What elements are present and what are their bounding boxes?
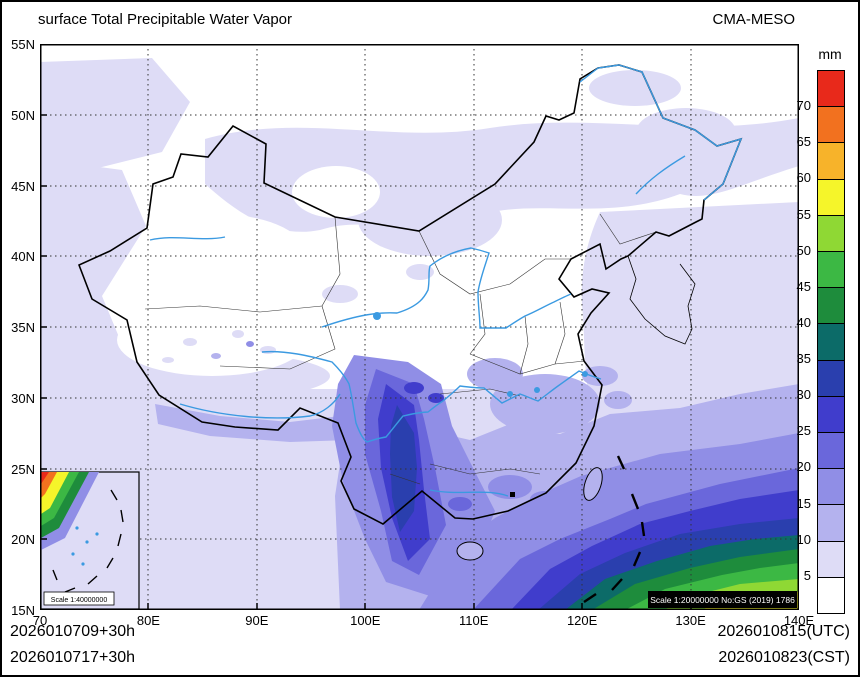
lon-tick-label: 130E <box>675 613 706 628</box>
lat-tick-label: 35N <box>11 320 35 335</box>
pwv-fill-layers <box>30 58 799 610</box>
korea-coastline <box>627 255 696 345</box>
lat-tick-label: 55N <box>11 37 35 52</box>
lat-tick-label: 20N <box>11 532 35 548</box>
colorbar-segment <box>818 70 844 107</box>
province-borders <box>144 213 657 485</box>
grid-lines <box>40 44 799 610</box>
footer-valid-utc: 2026010815(UTC) <box>717 623 850 640</box>
lon-tick-label: 90E <box>245 613 269 628</box>
lon-tick-label: 70 <box>32 613 48 628</box>
colorbar-tick-label: 50 <box>796 242 811 258</box>
colorbar-segment <box>818 106 844 143</box>
footer-valid-cst: 2026010823(CST) <box>718 649 850 666</box>
taiwan-island <box>583 467 603 501</box>
colorbar-segment <box>818 395 844 432</box>
colorbar-segments <box>817 70 845 614</box>
footer-init-cst: 2026010717+30h <box>10 649 136 666</box>
hainan-island <box>456 541 484 561</box>
colorbar-segment <box>818 142 844 179</box>
lon-tick-label: 140E <box>783 613 815 628</box>
lon-tick-label: 80E <box>136 613 160 628</box>
colorbar-tick-label: 65 <box>796 134 811 150</box>
colorbar-segment <box>818 431 844 469</box>
lat-tick-label: 25N <box>11 461 35 477</box>
map-canvas: Scale 1:40000000 Scale 1:20000000 No:GS … <box>30 44 799 610</box>
colorbar-tick-label: 5 <box>803 567 811 583</box>
colorbar-tick-label: 30 <box>796 387 811 403</box>
colorbar-segment <box>818 504 844 541</box>
city-marker <box>510 492 515 497</box>
china-border <box>77 64 743 525</box>
lon-tick-label: 100E <box>350 613 381 628</box>
colorbar-tick-label: 60 <box>796 170 811 186</box>
lat-tick-label: 45N <box>11 178 35 194</box>
colorbar-segment <box>818 359 844 396</box>
map-scale-box: Scale 1:20000000 No:GS (2019) 1786 <box>648 591 797 608</box>
colorbar-tick-label: 15 <box>796 495 811 511</box>
colorbar-tick-label: 20 <box>796 459 811 475</box>
footer-init-utc: 2026010709+30h <box>10 623 136 640</box>
colorbar-segment <box>818 178 844 215</box>
inset-map: Scale 1:40000000 <box>40 471 140 610</box>
colorbar-segment <box>818 576 844 613</box>
rivers <box>149 64 743 497</box>
lat-tick-label: 50N <box>11 107 35 123</box>
colorbar-segment <box>818 250 844 288</box>
colorbar-tick-label: 40 <box>796 314 811 330</box>
lat-axis: 55N 50N 45N 40N 35N 30N 25N 20N 15N <box>2 37 38 618</box>
plot-frame <box>40 44 799 610</box>
lat-tick-label: 15N <box>11 603 35 618</box>
lon-tick-label: 110E <box>459 613 489 628</box>
lon-axis: 70 80E 90E 100E 110E 120E 130E 140E <box>33 613 814 631</box>
lakes <box>373 312 588 397</box>
colorbar-tick-label: 35 <box>796 351 811 367</box>
model-name: CMA-MESO <box>712 11 796 28</box>
colorbar-tick-label: 25 <box>796 423 811 439</box>
colorbar-segment <box>818 468 844 505</box>
colorbar-segment <box>818 540 844 577</box>
colorbar-tick-label: 70 <box>796 98 811 114</box>
inset-scale-text: Scale 1:40000000 <box>51 597 108 604</box>
colorbar-segment <box>818 287 844 324</box>
boundary-dashes <box>583 455 646 603</box>
colorbar-segment <box>818 214 844 251</box>
colorbar-tick-label: 45 <box>796 278 811 294</box>
lat-tick-label: 40N <box>11 249 35 265</box>
map-title: surface Total Precipitable Water Vapor <box>38 11 293 28</box>
colorbar-segment <box>818 323 844 360</box>
colorbar-tick-label: 55 <box>796 206 811 222</box>
lon-tick-label: 120E <box>566 613 598 628</box>
colorbar-tick-label: 10 <box>796 531 811 547</box>
lat-tick-label: 30N <box>11 390 35 406</box>
map-plot: Scale 1:40000000 Scale 1:20000000 No:GS … <box>30 44 799 610</box>
colorbar-labels: 5 10 15 20 25 30 35 40 45 50 55 60 65 70 <box>789 70 813 612</box>
colorbar-unit: mm <box>818 46 842 62</box>
inset-scale-box <box>43 591 115 606</box>
map-scale-text: Scale 1:20000000 No:GS (2019) 1786 <box>650 595 795 605</box>
